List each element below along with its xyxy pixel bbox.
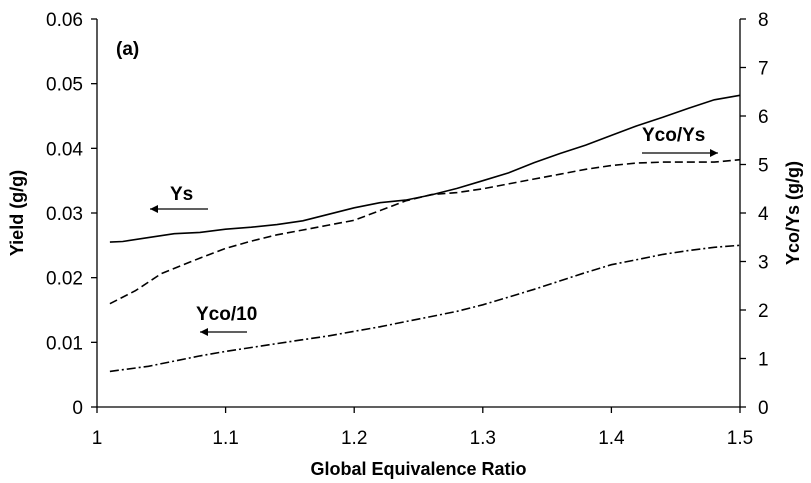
- y-left-tick-label: 0.04: [46, 139, 83, 160]
- y-right-tick-label: 5: [758, 156, 769, 177]
- arrow-head: [200, 328, 208, 336]
- arrow-head: [710, 149, 718, 157]
- y-left-tick-label: 0.01: [46, 333, 83, 354]
- x-tick-label: 1.2: [341, 428, 367, 449]
- x-tick-label: 1.4: [598, 428, 625, 449]
- ticks: 1 1.1 1.2 1.3 1.4 1.500.010.020.030.040.050.0…: [46, 10, 769, 449]
- y-left-tick-label: 0.06: [46, 10, 83, 31]
- annotation-label: Yco/10: [196, 304, 257, 325]
- arrow-head: [150, 205, 158, 213]
- y-axis-right-title: Yco/Ys (g/g): [783, 161, 803, 265]
- y-right-tick-label: 2: [758, 301, 769, 322]
- annotation-yco-ys: Yco/Ys: [642, 125, 718, 157]
- x-tick-label: 1.5: [727, 428, 753, 449]
- annotation-label: Yco/Ys: [642, 125, 705, 146]
- y-axis-left-title: Yield (g/g): [7, 170, 27, 256]
- y-right-tick-label: 6: [758, 107, 769, 128]
- y-left-tick-label: 0.03: [46, 204, 83, 225]
- y-right-tick-label: 3: [758, 253, 769, 274]
- annotation-yco-10: Yco/10: [196, 304, 257, 336]
- x-tick-label: 1: [92, 428, 103, 449]
- series-line-yco-ys: [109, 158, 741, 305]
- axes: [96, 19, 741, 408]
- series-line-yco-10: [109, 244, 741, 373]
- x-axis-title: Global Equivalence Ratio: [310, 459, 526, 479]
- series-layer: [109, 94, 741, 373]
- y-right-tick-label: 4: [758, 204, 769, 225]
- y-left-tick-label: 0: [72, 398, 83, 419]
- annotation-ys: Ys: [150, 184, 208, 213]
- annotation-label: Ys: [170, 184, 193, 205]
- series-line-ys: [109, 94, 741, 243]
- y-right-tick-label: 0: [758, 398, 769, 419]
- y-left-tick-label: 0.02: [46, 269, 83, 290]
- y-right-tick-label: 8: [758, 10, 769, 31]
- x-tick-label: 1.3: [470, 428, 496, 449]
- y-left-tick-label: 0.05: [46, 75, 83, 96]
- y-right-tick-label: 7: [758, 59, 769, 80]
- annotations: Ys Yco/Ys Yco/10: [150, 125, 718, 336]
- panel-label: (a): [116, 39, 139, 60]
- x-tick-label: 1.1: [212, 428, 238, 449]
- y-right-tick-label: 1: [758, 350, 769, 371]
